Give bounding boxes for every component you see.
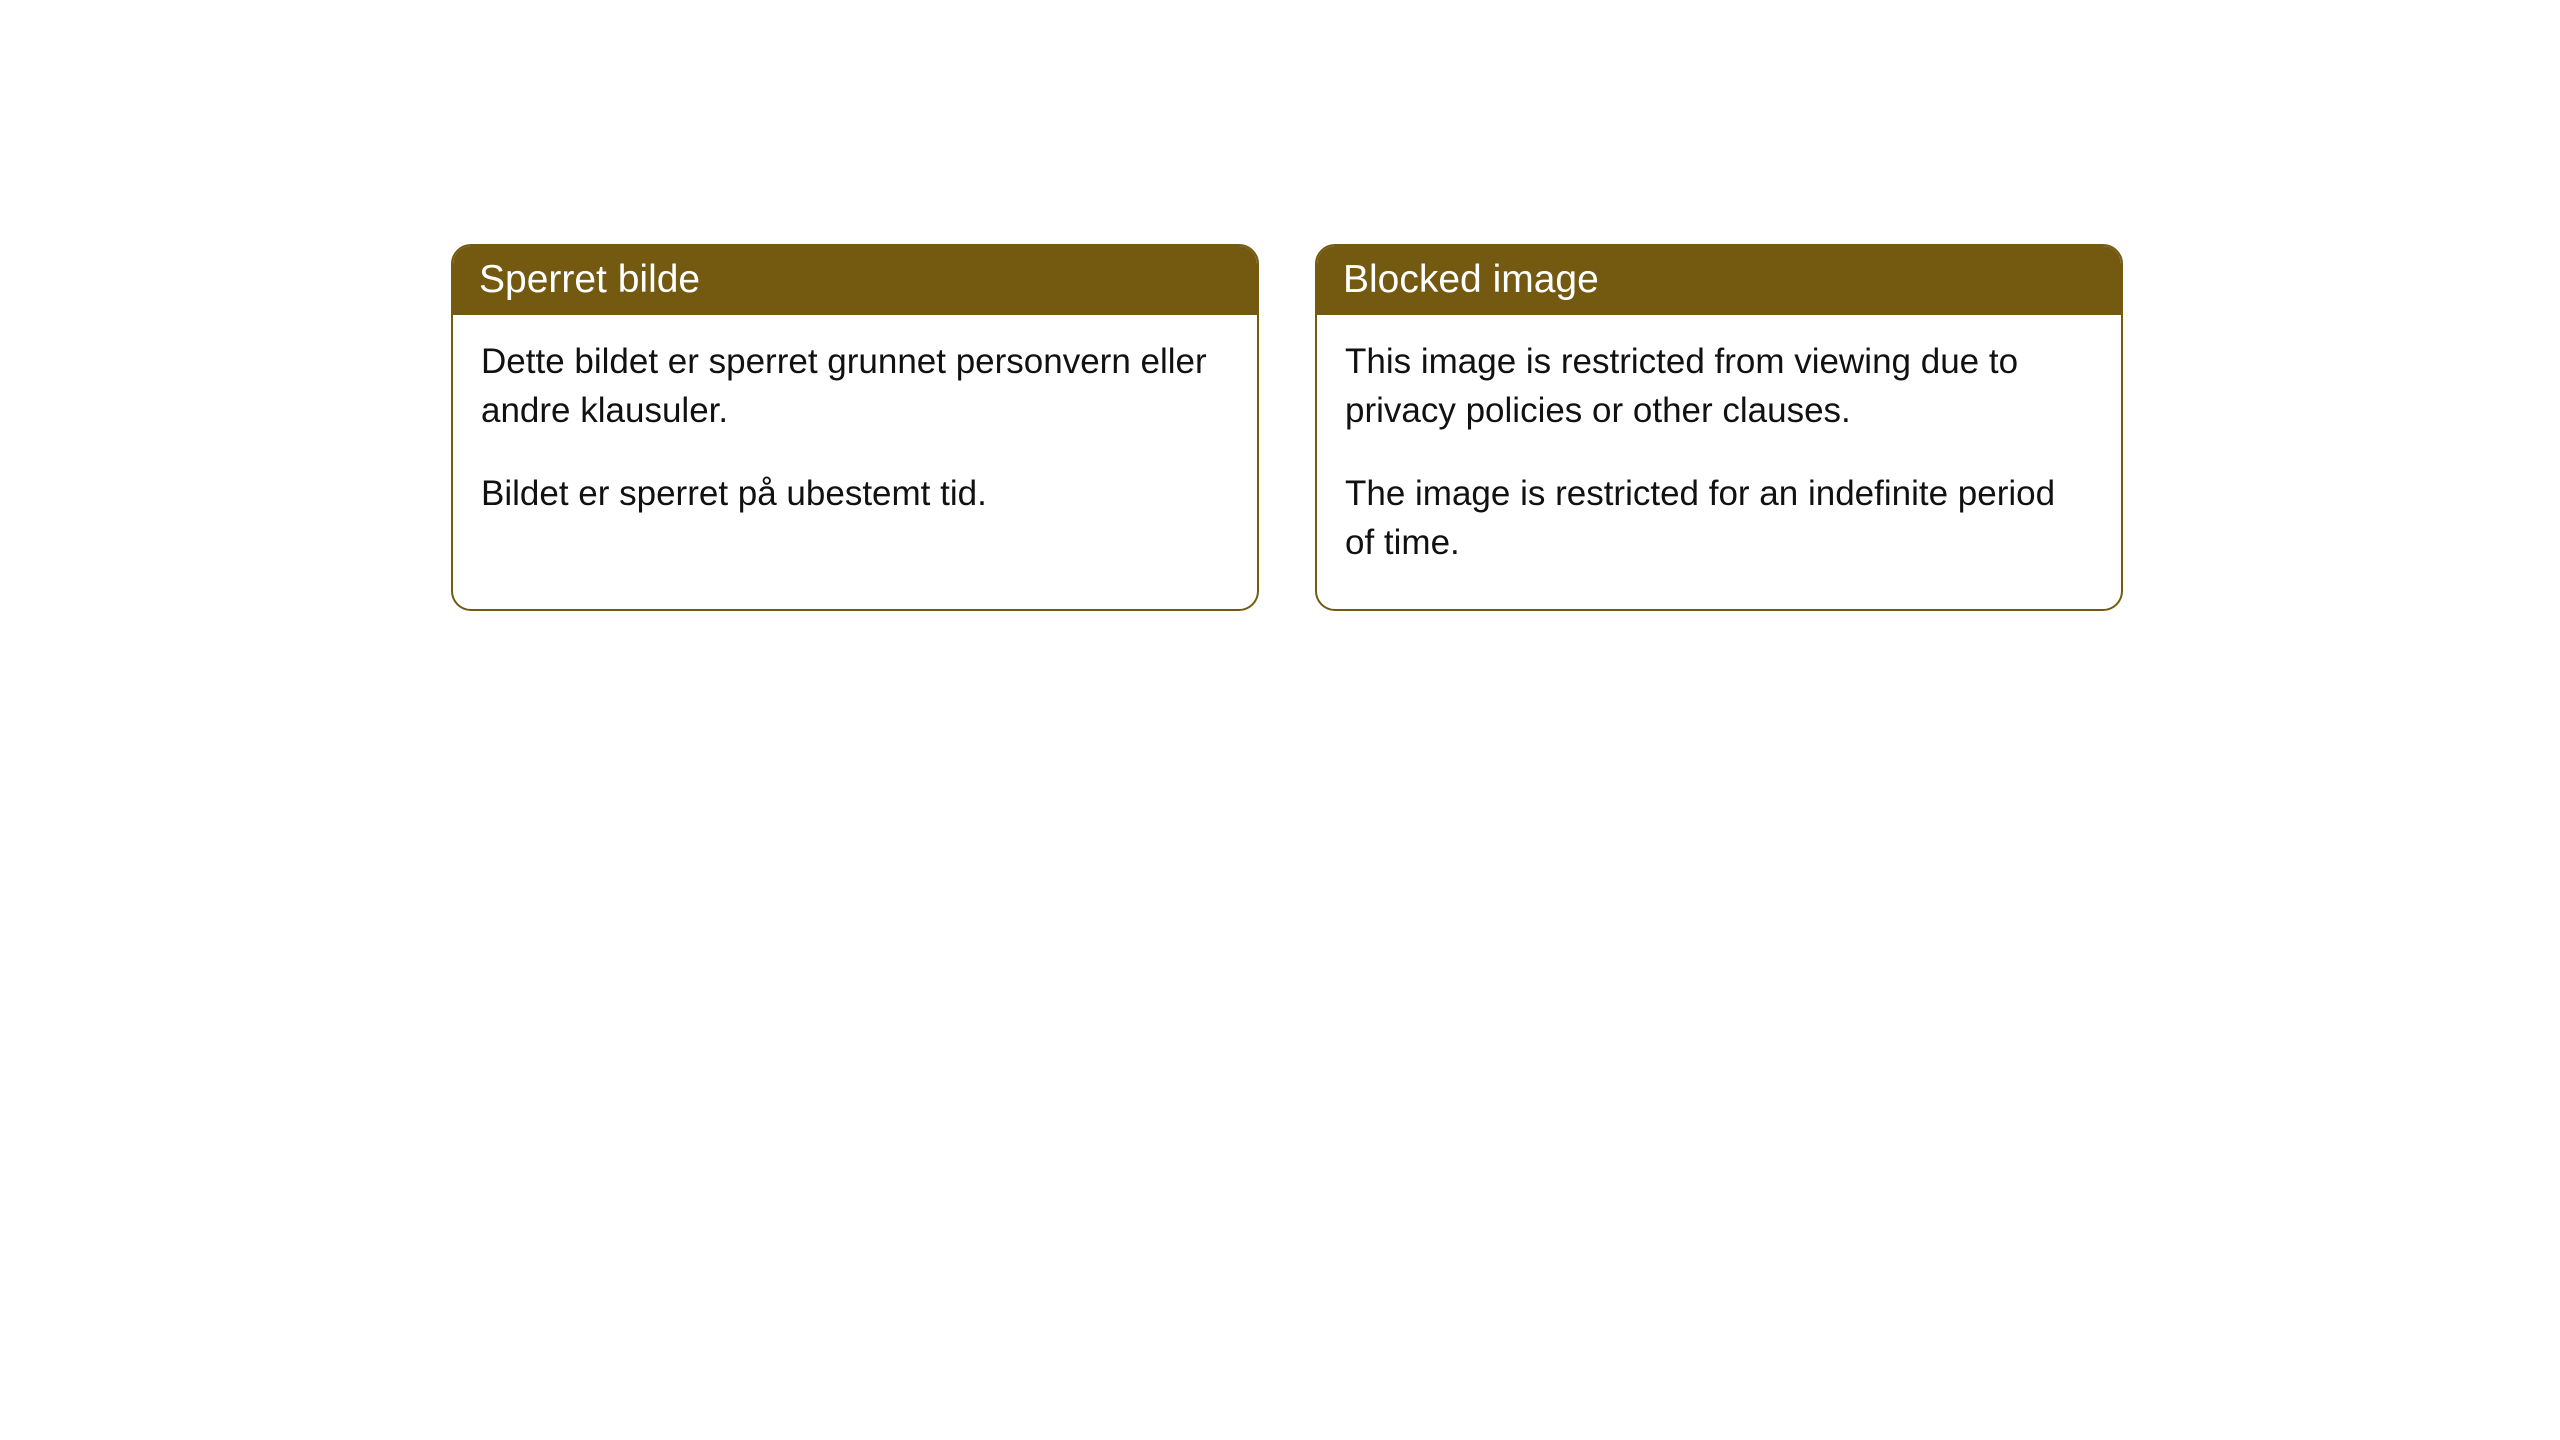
card-paragraph: Bildet er sperret på ubestemt tid. <box>481 469 1229 518</box>
card-paragraph: Dette bildet er sperret grunnet personve… <box>481 337 1229 435</box>
notice-card-norwegian: Sperret bilde Dette bildet er sperret gr… <box>451 244 1259 611</box>
card-paragraph: This image is restricted from viewing du… <box>1345 337 2093 435</box>
notice-card-english: Blocked image This image is restricted f… <box>1315 244 2123 611</box>
notice-container: Sperret bilde Dette bildet er sperret gr… <box>0 0 2560 611</box>
card-header: Blocked image <box>1317 246 2121 315</box>
card-title: Blocked image <box>1343 258 1599 301</box>
card-paragraph: The image is restricted for an indefinit… <box>1345 469 2093 567</box>
card-body: This image is restricted from viewing du… <box>1317 315 2121 609</box>
card-header: Sperret bilde <box>453 246 1257 315</box>
card-body: Dette bildet er sperret grunnet personve… <box>453 315 1257 560</box>
card-title: Sperret bilde <box>479 258 700 301</box>
